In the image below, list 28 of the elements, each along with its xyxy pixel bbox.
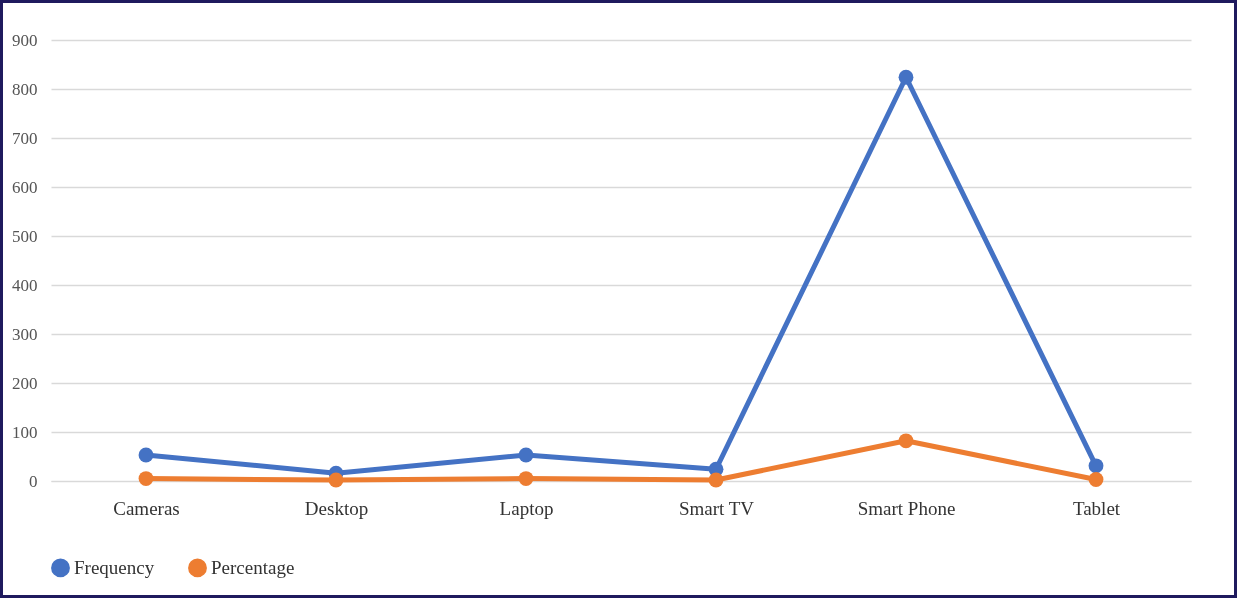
point bbox=[518, 447, 534, 463]
legend-label: Frequency bbox=[74, 556, 155, 578]
point bbox=[898, 69, 914, 85]
y-tick-label: 0 bbox=[29, 471, 38, 491]
point bbox=[1088, 472, 1104, 487]
legend-label: Percentage bbox=[211, 556, 295, 578]
point bbox=[898, 433, 914, 449]
y-tick-label: 200 bbox=[12, 373, 38, 393]
y-tick-label: 400 bbox=[12, 275, 38, 295]
x-tick-label: Desktop bbox=[304, 497, 369, 519]
y-tick-label: 100 bbox=[12, 422, 38, 442]
y-tick-label: 900 bbox=[12, 30, 38, 50]
y-tick-label: 300 bbox=[12, 324, 38, 344]
y-tick-label: 800 bbox=[12, 79, 38, 99]
x-tick-label: Cameras bbox=[113, 497, 180, 519]
y-tick-label: 600 bbox=[12, 177, 38, 197]
point bbox=[708, 472, 724, 488]
x-tick-label: Smart TV bbox=[678, 497, 755, 519]
x-tick-label: Tablet bbox=[1072, 497, 1121, 519]
x-tick-label: Laptop bbox=[499, 497, 554, 519]
point bbox=[138, 471, 154, 486]
point bbox=[328, 472, 344, 488]
y-tick-label: 700 bbox=[12, 128, 38, 148]
point bbox=[138, 447, 154, 463]
x-tick-label: Smart Phone bbox=[857, 497, 956, 519]
y-tick-label: 500 bbox=[12, 226, 38, 246]
point bbox=[1088, 458, 1104, 474]
point bbox=[518, 471, 534, 486]
